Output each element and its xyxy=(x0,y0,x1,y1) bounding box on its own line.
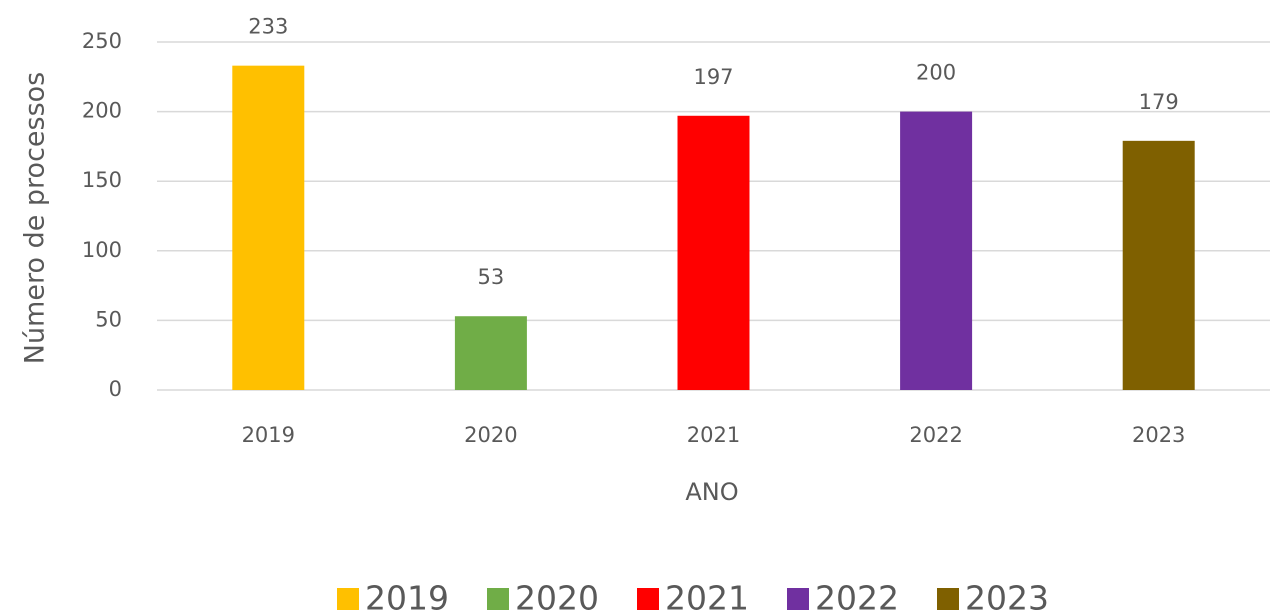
bar xyxy=(232,65,305,390)
legend-swatch xyxy=(787,588,809,610)
x-axis-title: ANO xyxy=(685,478,738,506)
legend-label: 2023 xyxy=(965,579,1049,615)
legend-swatch xyxy=(487,588,509,610)
legend-swatch xyxy=(937,588,959,610)
y-tick-label: 100 xyxy=(82,238,122,262)
legend-swatch xyxy=(337,588,359,610)
y-tick-label: 50 xyxy=(95,307,122,331)
legend-label: 2020 xyxy=(515,579,599,615)
legend-label: 2021 xyxy=(665,579,749,615)
legend-label: 2019 xyxy=(365,579,449,615)
y-tick-label: 0 xyxy=(109,377,122,401)
bar xyxy=(677,115,750,390)
data-label: 200 xyxy=(916,61,956,85)
x-tick-label: 2022 xyxy=(909,423,962,447)
data-label: 197 xyxy=(693,65,733,89)
y-tick-label: 250 xyxy=(82,29,122,53)
y-tick-label: 150 xyxy=(82,168,122,192)
data-label: 53 xyxy=(478,265,505,289)
bar xyxy=(1122,140,1195,390)
x-tick-label: 2021 xyxy=(687,423,740,447)
data-label: 233 xyxy=(248,15,288,39)
bar xyxy=(900,111,973,390)
x-tick-label: 2023 xyxy=(1132,423,1185,447)
data-label: 179 xyxy=(1139,90,1179,114)
bar xyxy=(454,316,527,390)
legend-label: 2022 xyxy=(815,579,899,615)
y-axis-title: Número de processos xyxy=(20,72,51,365)
y-tick-label: 200 xyxy=(82,99,122,123)
x-tick-label: 2019 xyxy=(242,423,295,447)
legend-swatch xyxy=(637,588,659,610)
x-tick-label: 2020 xyxy=(464,423,517,447)
